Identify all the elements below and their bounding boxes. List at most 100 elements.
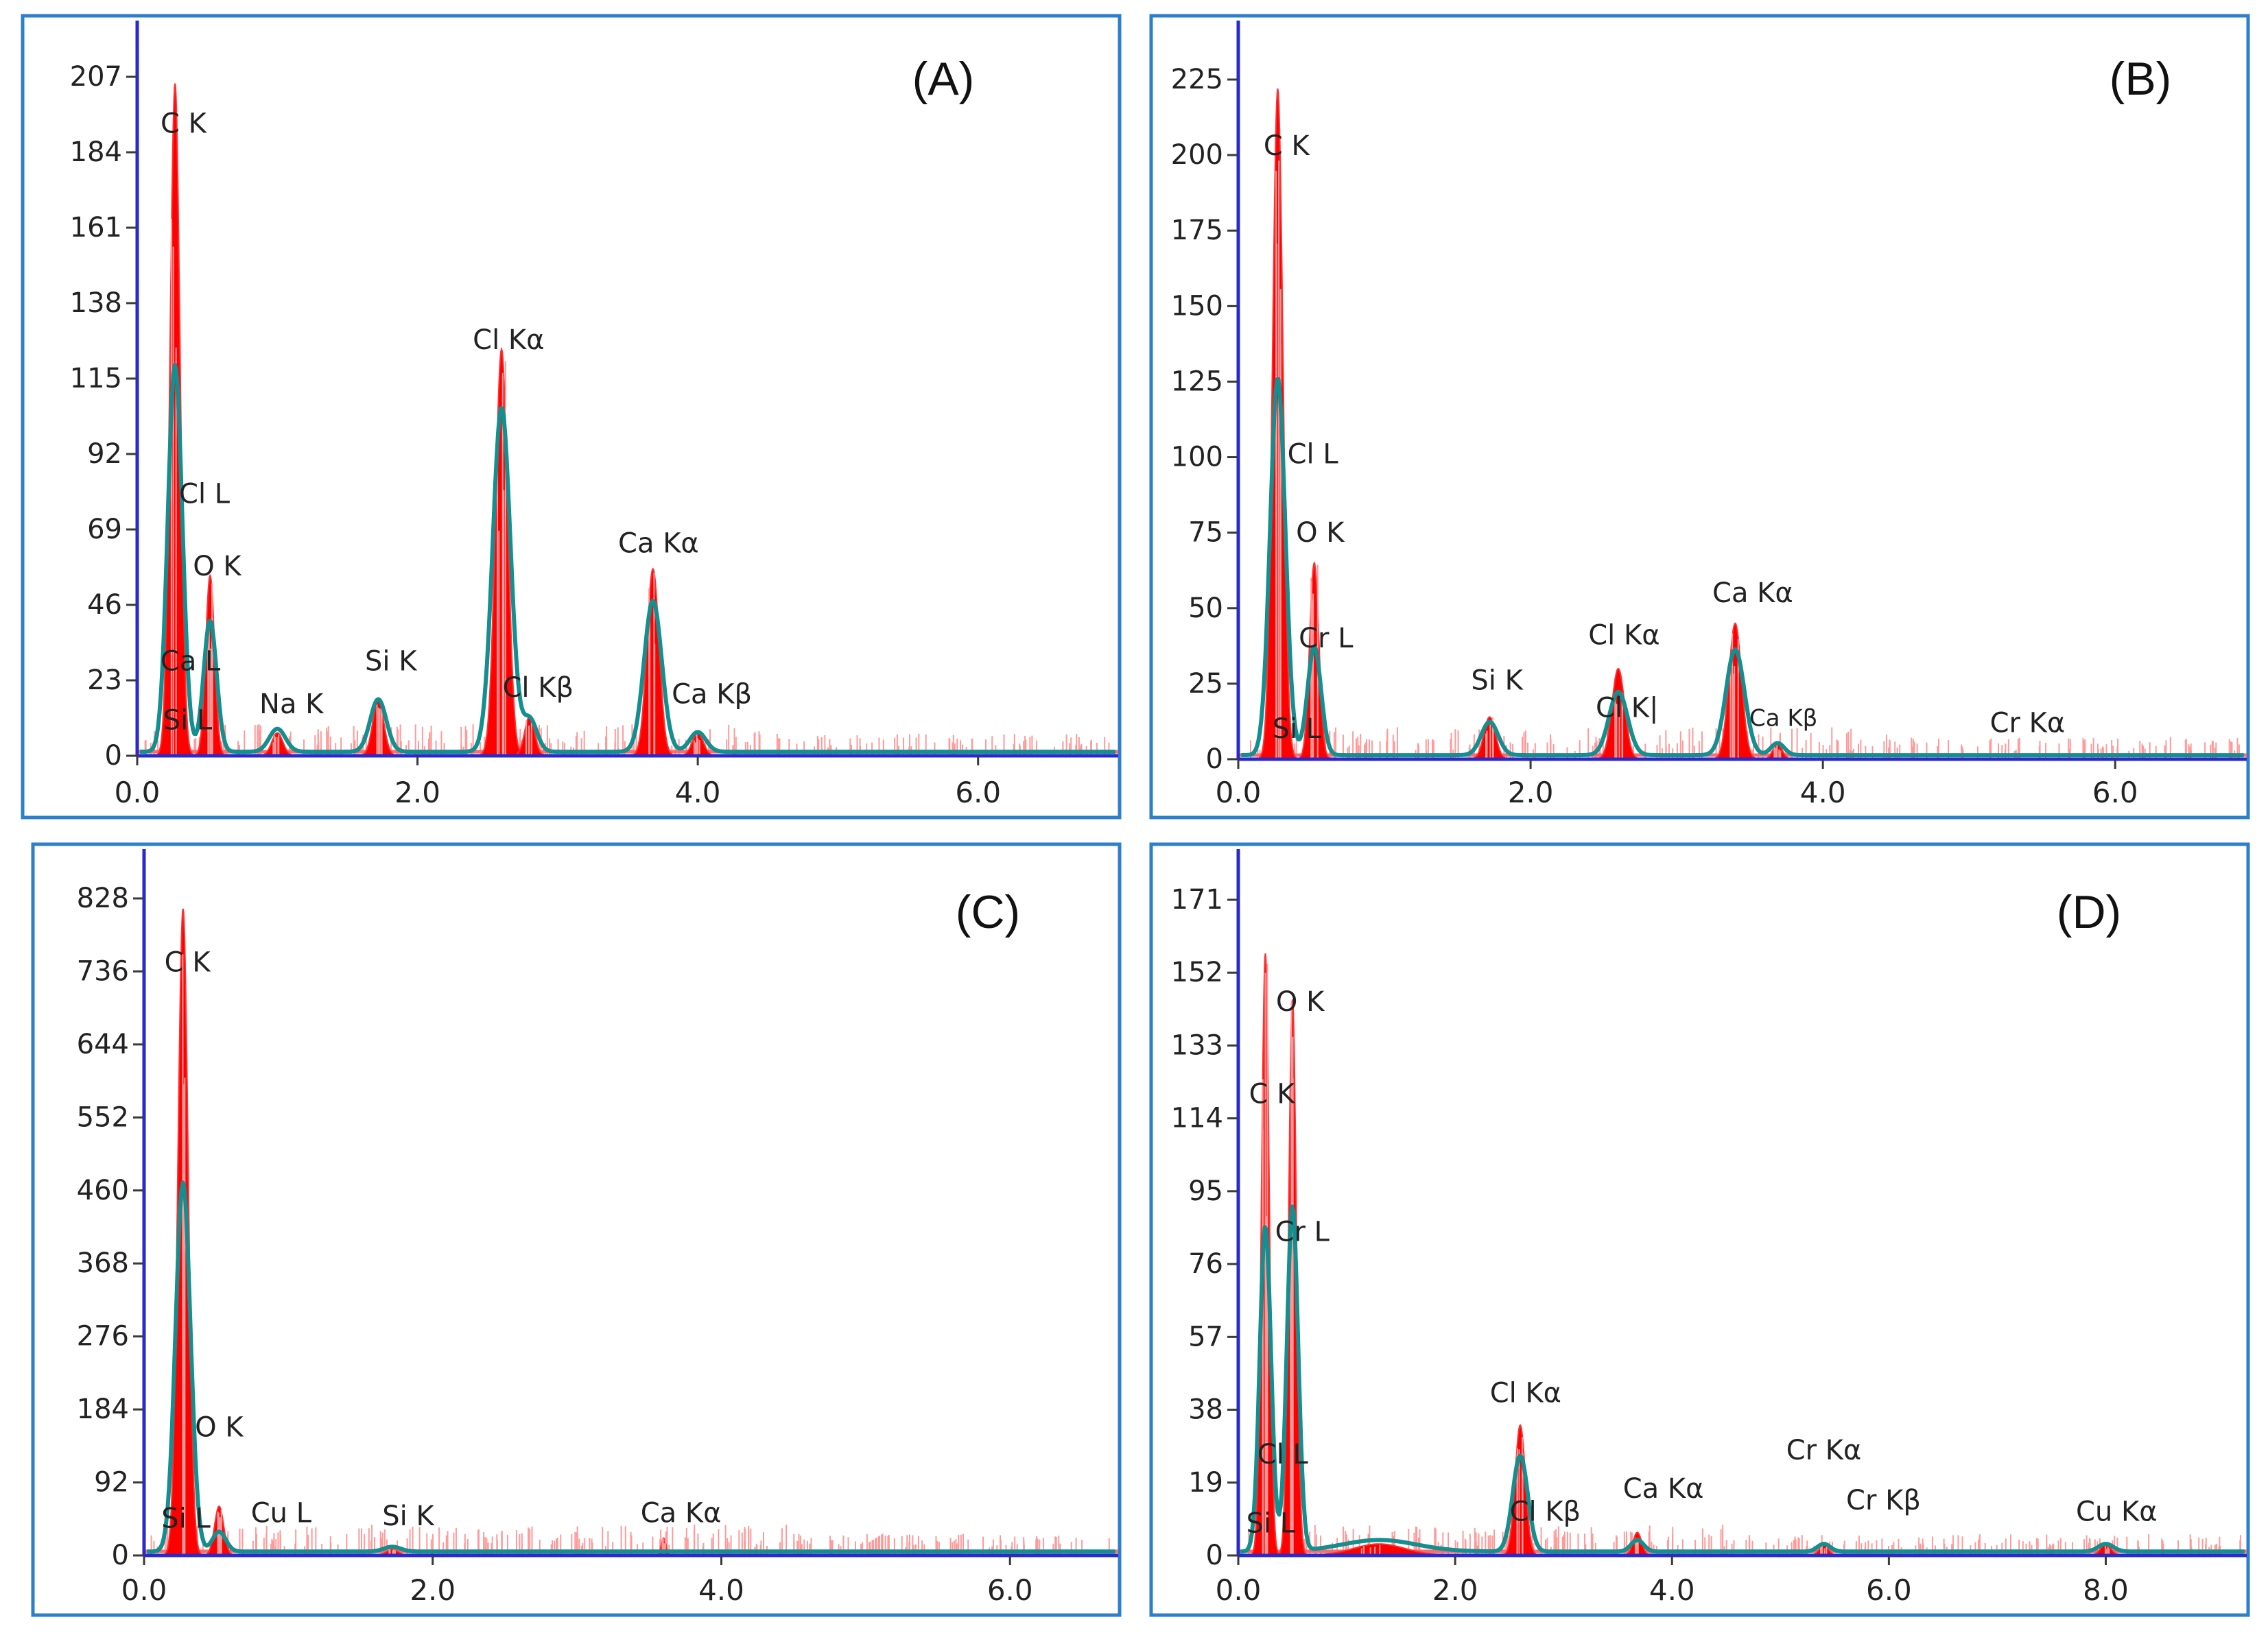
element-label: Ca Kβ: [672, 678, 752, 710]
y-tick-label: 184: [77, 1394, 129, 1425]
x-tick-label: 4.0: [1649, 1573, 1695, 1607]
element-label: Cr Kα: [1990, 707, 2066, 739]
x-tick-label: 0.0: [1216, 776, 1262, 809]
y-tick-label: 0: [105, 740, 122, 772]
y-tick-label: 76: [1188, 1248, 1223, 1280]
x-tick-label: 2.0: [1432, 1573, 1478, 1607]
element-label: Cl Kβ: [1510, 1496, 1581, 1528]
fitted-spectrum-line: [1240, 377, 2245, 758]
chart-svg: 0 23 46 69 92 115 138 161 184 207 0.0 2.0 4.0 6.0 C K C…: [21, 14, 1122, 820]
spectrum-panel-c: 0 92 184 276 368 460 552 644 736 828 0.0 2.0 4.0 6.0 C…: [31, 842, 1122, 1617]
x-tick-label: 6.0: [955, 776, 1001, 809]
element-label: Si K: [365, 646, 418, 678]
y-tick-label: 75: [1188, 517, 1223, 549]
element-label: O K: [1296, 517, 1345, 549]
y-tick-label: 276: [77, 1321, 129, 1352]
y-tick-label: 161: [70, 212, 122, 243]
element-label: Cl Kα: [1588, 620, 1659, 652]
y-tick-label: 0: [1206, 743, 1223, 775]
chart-svg: 0 25 50 75 100 125 150 175 200 225 0.0 2.0 4.0 6.0 C K…: [1149, 14, 2250, 820]
y-tick-label: 200: [1171, 139, 1223, 171]
panel-frame: [1149, 14, 2250, 820]
element-label: Si K: [382, 1501, 435, 1532]
x-tick-label: 4.0: [698, 1573, 744, 1607]
x-tick-label: 4.0: [675, 776, 721, 809]
y-tick-label: 92: [87, 438, 122, 470]
x-tick-label: 0.0: [115, 776, 161, 809]
y-tick-label: 644: [77, 1029, 129, 1060]
y-tick-label: 460: [77, 1175, 129, 1206]
panel-label: (B): [2110, 53, 2172, 105]
y-tick-label: 736: [77, 955, 129, 987]
element-label: Si L: [163, 705, 213, 737]
peak-6: [627, 567, 679, 756]
x-tick-label: 0.0: [121, 1573, 167, 1607]
spectrum-panel-d: 0 19 38 57 76 95 114 133 152 171 0.0 2.0 4.0 6.0 8.0 O …: [1149, 842, 2250, 1617]
y-tick-label: 125: [1171, 366, 1223, 397]
element-label: Ca Kα: [641, 1497, 722, 1529]
y-tick-label: 175: [1171, 215, 1223, 246]
peak-3: [1498, 1424, 1542, 1556]
y-tick-label: 138: [70, 287, 122, 319]
peak-0: [1255, 88, 1300, 760]
y-tick-label: 95: [1188, 1175, 1223, 1207]
spectrum-panel-a: 0 23 46 69 92 115 138 161 184 207 0.0 2.0 4.0 6.0 C K C…: [21, 14, 1122, 820]
x-tick-label: 6.0: [2092, 776, 2138, 809]
element-label: C K: [161, 108, 208, 139]
y-tick-label: 57: [1188, 1321, 1223, 1352]
element-label: Cl L: [179, 479, 231, 510]
y-tick-label: 552: [77, 1101, 129, 1133]
peak-4: [1708, 622, 1762, 760]
y-tick-label: 69: [87, 514, 122, 545]
y-tick-label: 207: [70, 61, 122, 93]
peak-0: [154, 83, 196, 756]
chart-svg: 0 19 38 57 76 95 114 133 152 171 0.0 2.0 4.0 6.0 8.0 O …: [1149, 842, 2250, 1617]
x-tick-label: 8.0: [2083, 1573, 2129, 1607]
peak-1: [1295, 561, 1334, 760]
element-label: Ca L: [161, 646, 221, 678]
element-label: Na K: [259, 689, 324, 720]
element-label: Cr Kα: [1786, 1435, 1862, 1466]
element-label: Si L: [1247, 1507, 1296, 1539]
element-label: Ca Kα: [1623, 1473, 1704, 1505]
x-tick-label: 2.0: [1508, 776, 1554, 809]
panel-label: (D): [2057, 886, 2121, 938]
y-tick-label: 19: [1188, 1467, 1223, 1499]
y-tick-label: 23: [87, 665, 122, 696]
fitted-spectrum-line: [1240, 1204, 2245, 1554]
element-label: Ca Kβ: [1749, 705, 1817, 732]
fitted-spectrum-line: [139, 362, 1116, 754]
x-tick-label: 0.0: [1216, 1573, 1262, 1607]
chart-svg: 0 92 184 276 368 460 552 644 736 828 0.0 2.0 4.0 6.0 C…: [31, 842, 1122, 1617]
element-label: C K: [1249, 1078, 1297, 1110]
element-label: Ca Kα: [1712, 577, 1793, 609]
y-tick-label: 225: [1171, 64, 1223, 95]
y-tick-label: 50: [1188, 593, 1223, 624]
peak-4: [476, 346, 528, 756]
panel-label: (A): [912, 53, 975, 105]
y-tick-label: 115: [70, 363, 122, 394]
panel-label: (C): [956, 886, 1020, 938]
spectrum-panel-b: 0 25 50 75 100 125 150 175 200 225 0.0 2.0 4.0 6.0 C K…: [1149, 14, 2250, 820]
element-label: Cl L: [1288, 438, 1339, 470]
x-tick-label: 2.0: [410, 1573, 456, 1607]
y-tick-label: 152: [1171, 957, 1223, 988]
element-label: Cu L: [251, 1497, 312, 1529]
y-tick-label: 0: [1206, 1540, 1223, 1571]
element-label: C K: [1264, 130, 1311, 162]
panel-frame: [31, 842, 1122, 1617]
x-tick-label: 6.0: [987, 1573, 1033, 1607]
element-label: Si L: [161, 1503, 211, 1535]
element-label: Ca Kα: [618, 527, 699, 559]
element-label: Cr Kβ: [1846, 1485, 1921, 1516]
y-tick-label: 184: [70, 136, 122, 168]
element-label: O K: [195, 1411, 244, 1443]
element-label: C K: [165, 946, 212, 978]
y-tick-label: 46: [87, 589, 122, 621]
y-tick-label: 150: [1171, 290, 1223, 322]
y-tick-label: 368: [77, 1248, 129, 1279]
y-tick-label: 25: [1188, 668, 1223, 700]
x-tick-label: 6.0: [1866, 1573, 1912, 1607]
fitted-spectrum-line: [146, 1180, 1116, 1554]
element-label: Cl Kα: [1490, 1377, 1561, 1409]
